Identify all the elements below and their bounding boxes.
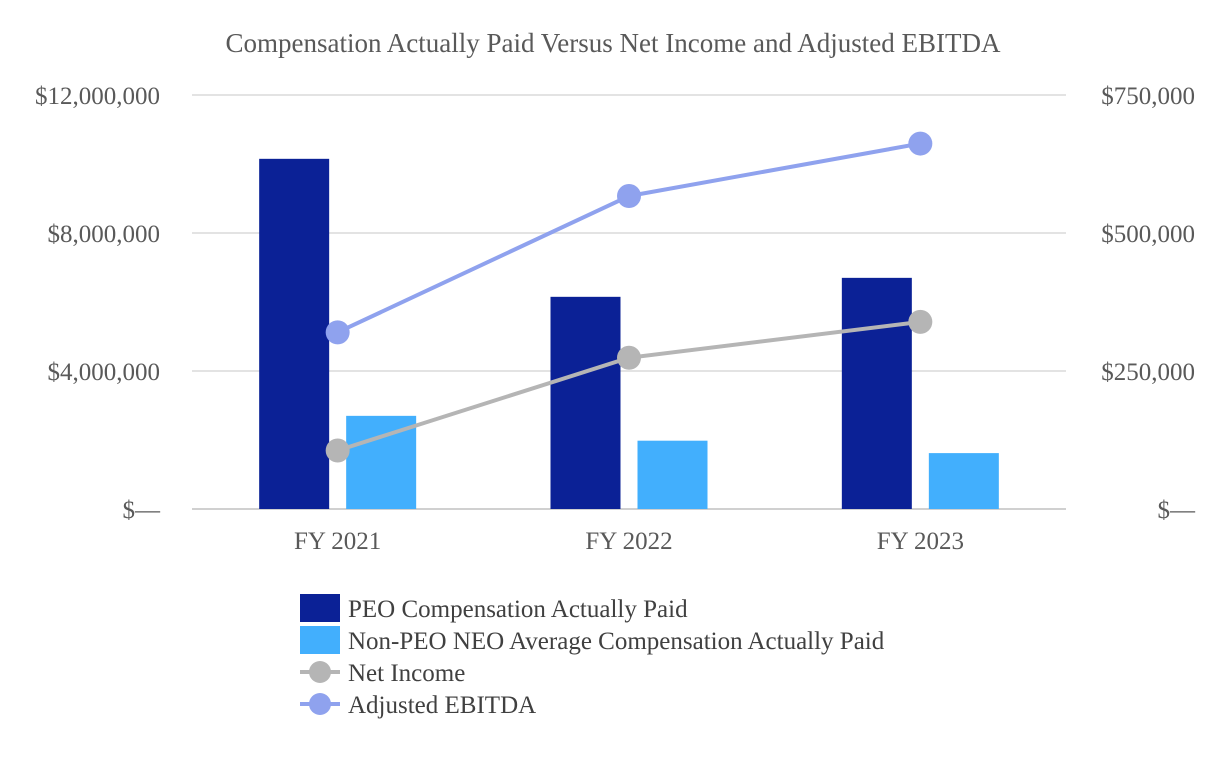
right-tick-label: $500,000	[1101, 221, 1195, 248]
chart-title: Compensation Actually Paid Versus Net In…	[226, 28, 1001, 58]
point-adjusted-ebitda-2	[617, 184, 641, 209]
left-tick-label: $12,000,000	[35, 83, 160, 110]
legend-label: PEO Compensation Actually Paid	[348, 596, 688, 623]
bar-non-peo-2	[637, 440, 708, 509]
line-net-income	[337, 319, 921, 453]
x-tick-label: FY 2021	[294, 528, 381, 555]
legend-swatch	[300, 594, 340, 622]
point-adjusted-ebitda-1	[325, 320, 350, 345]
left-tick-label: $8,000,000	[48, 221, 161, 248]
x-tick-label: FY 2023	[877, 528, 964, 555]
bar-non-peo-3	[928, 453, 999, 509]
bar-non-peo-1	[346, 415, 417, 509]
point-net-income-3	[908, 309, 933, 334]
bars	[259, 158, 999, 509]
point-adjusted-ebitda-3	[908, 131, 933, 156]
point-net-income-1	[325, 438, 350, 463]
gridlines	[192, 94, 1066, 510]
legend-marker	[309, 693, 331, 715]
legend-marker	[309, 661, 331, 683]
lines	[325, 131, 933, 463]
left-tick-label: $—	[123, 497, 162, 524]
bar-peo-1	[259, 158, 330, 509]
bar-peo-3	[841, 277, 912, 509]
legend: PEO Compensation Actually Paid Non-PEO NE…	[300, 594, 885, 719]
legend-label: Adjusted EBITDA	[348, 692, 536, 719]
x-axis: FY 2021 FY 2022 FY 2023	[294, 528, 964, 555]
legend-swatch	[300, 626, 340, 654]
right-tick-label: $250,000	[1101, 359, 1195, 386]
right-tick-label: $—	[1158, 497, 1197, 524]
legend-label: Non-PEO NEO Average Compensation Actuall…	[348, 628, 885, 655]
legend-label: Net Income	[348, 660, 465, 687]
right-axis: $— $250,000 $500,000 $750,000	[1101, 83, 1196, 524]
point-net-income-2	[617, 345, 641, 370]
left-tick-label: $4,000,000	[48, 359, 161, 386]
right-tick-label: $750,000	[1101, 83, 1195, 110]
x-tick-label: FY 2022	[585, 528, 672, 555]
left-axis: $— $4,000,000 $8,000,000 $12,000,000	[35, 83, 161, 524]
line-adjusted-ebitda	[336, 141, 921, 335]
bar-peo-2	[550, 296, 621, 509]
